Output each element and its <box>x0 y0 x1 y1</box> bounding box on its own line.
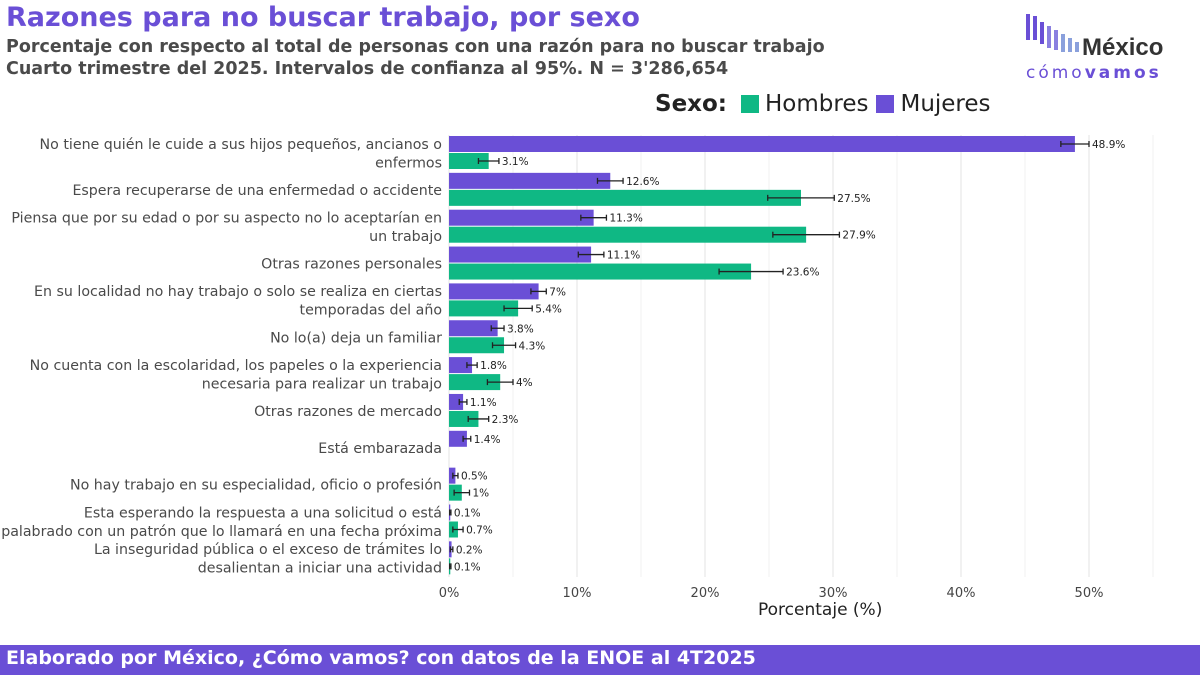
bar-hombres <box>449 226 807 243</box>
bar-chart: 0% 10% 20% 30% 40% 50% Porcentaje (%) No tiene … <box>0 135 1154 620</box>
logo-bars-icon <box>1026 14 1079 52</box>
category-label: No lo(a) deja un familiar <box>270 330 442 346</box>
x-tick-label: 0% <box>439 586 460 601</box>
data-label: 11.3% <box>609 213 642 225</box>
x-tick-label: 20% <box>691 586 720 601</box>
data-label: 48.9% <box>1092 139 1125 151</box>
data-label: 0.2% <box>456 544 483 556</box>
category-label: La inseguridad pública o el exceso de tr… <box>94 542 442 558</box>
data-label: 1% <box>472 488 489 500</box>
logo-mexico-text: México <box>1082 34 1163 61</box>
data-label: 5.4% <box>535 303 562 315</box>
legend-label-mujeres: Mujeres <box>900 91 991 117</box>
bar-mujeres <box>449 430 467 447</box>
bar-hombres <box>449 410 479 427</box>
bar-hombres <box>449 337 505 354</box>
bar-mujeres <box>449 320 498 337</box>
x-tick-label: 50% <box>1075 586 1104 601</box>
category-label: No cuenta con la escolaridad, los papele… <box>30 358 442 374</box>
category-label: Otras razones de mercado <box>254 404 442 420</box>
data-label: 27.5% <box>837 193 870 205</box>
bar-hombres <box>449 153 489 169</box>
category-label: Está embarazada <box>318 441 442 457</box>
legend-item-hombres: Hombres <box>741 91 868 117</box>
footer-text: Elaborado por México, ¿Cómo vamos? con d… <box>6 647 756 669</box>
data-label: 2.3% <box>492 414 519 426</box>
data-label: 23.6% <box>786 267 819 279</box>
category-label: enfermos <box>375 155 442 171</box>
bar-hombres <box>449 189 801 206</box>
category-label: Piensa que por su edad o por su aspecto … <box>11 210 442 226</box>
data-label: 3.1% <box>502 156 529 168</box>
chart-subtitle: Porcentaje con respecto al total de pers… <box>6 37 825 57</box>
legend-swatch-mujeres <box>876 95 895 113</box>
bar-mujeres <box>449 393 464 410</box>
bar-hombres <box>449 263 752 280</box>
data-label: 4.3% <box>519 340 546 352</box>
chart-subtitle-2: Cuarto trimestre del 2025. Intervalos de… <box>6 59 729 79</box>
bar-mujeres <box>449 172 611 189</box>
category-label: Esta esperando la respuesta a una solici… <box>84 505 442 521</box>
data-label: 3.8% <box>507 323 534 335</box>
category-label: Espera recuperarse de una enfermedad o a… <box>72 183 442 199</box>
data-label: 0.1% <box>454 508 481 520</box>
x-tick-label: 30% <box>819 586 848 601</box>
legend-swatch-hombres <box>741 95 759 113</box>
data-label: 1.8% <box>480 360 507 372</box>
legend-label-hombres: Hombres <box>765 91 869 117</box>
legend-title: Sexo: <box>655 91 727 117</box>
data-label: 1.1% <box>470 397 497 409</box>
bar-hombres <box>449 300 519 317</box>
bar-mujeres <box>449 357 473 374</box>
category-label: Otras razones personales <box>261 257 442 273</box>
mexico-como-vamos-logo: México cómovamos <box>1026 14 1163 83</box>
category-label: desalientan a iniciar una actividad <box>198 561 442 577</box>
data-label: 27.9% <box>842 230 875 242</box>
data-label: 0.5% <box>461 471 488 483</box>
data-label: 1.4% <box>474 434 501 446</box>
chart-title: Razones para no buscar trabajo, por sexo <box>6 2 640 33</box>
category-label: un trabajo <box>369 229 442 245</box>
category-label: No hay trabajo en su especialidad, ofici… <box>70 478 442 494</box>
data-label: 0.7% <box>466 525 493 537</box>
bar-mujeres <box>449 209 594 226</box>
data-label: 11.1% <box>607 250 640 262</box>
data-label: 7% <box>549 286 566 298</box>
x-axis-title: Porcentaje (%) <box>758 600 882 620</box>
bar-mujeres <box>449 246 592 263</box>
legend: Sexo: Hombres Mujeres <box>655 88 999 120</box>
category-label: temporadas del año <box>300 303 442 319</box>
category-label: apalabrado con un patrón que lo llamará … <box>0 524 442 540</box>
x-tick-label: 10% <box>563 586 592 601</box>
legend-item-mujeres: Mujeres <box>876 91 991 117</box>
logo-como-vamos-text: cómovamos <box>1026 63 1162 83</box>
category-label: En su localidad no hay trabajo o solo se… <box>34 284 442 300</box>
x-tick-label: 40% <box>947 586 976 601</box>
bar-mujeres <box>449 283 539 300</box>
data-label: 12.6% <box>626 176 659 188</box>
data-label: 4% <box>516 377 533 389</box>
category-label: necesaria para realizar un trabajo <box>202 376 442 392</box>
bar-mujeres <box>449 136 1075 152</box>
bar-hombres <box>449 374 501 391</box>
data-label: 0.1% <box>454 561 481 573</box>
category-label: No tiene quién le cuide a sus hijos pequ… <box>40 137 442 153</box>
footer-bar: Elaborado por México, ¿Cómo vamos? con d… <box>0 645 1200 675</box>
